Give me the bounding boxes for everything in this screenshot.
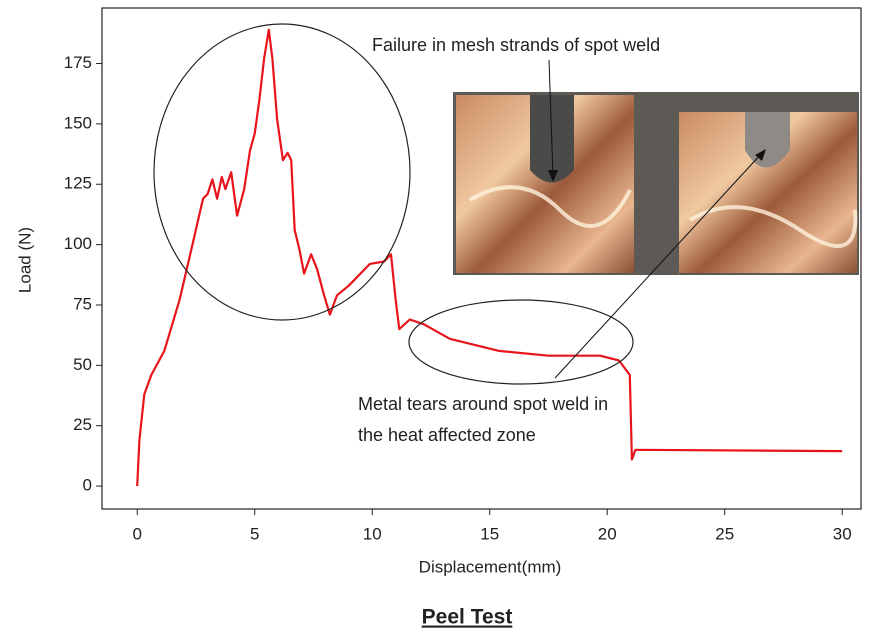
y-tick-label: 150	[64, 113, 92, 132]
x-tick-label: 10	[363, 524, 382, 543]
annotation-ellipse	[154, 24, 410, 320]
y-tick-label: 125	[64, 174, 92, 193]
annotation-ellipse	[409, 300, 633, 384]
photo	[453, 92, 859, 275]
y-tick-label: 100	[64, 234, 92, 253]
y-tick-label: 0	[83, 476, 92, 495]
annotation: the heat affected zone	[358, 425, 536, 445]
x-tick-label: 25	[715, 524, 734, 543]
x-tick-label: 5	[250, 524, 259, 543]
x-tick-label: 30	[833, 524, 852, 543]
x-tick-label: 15	[480, 524, 499, 543]
annotation: Metal tears around spot weld in	[358, 394, 608, 414]
x-tick-label: 20	[598, 524, 617, 543]
annotation: Failure in mesh strands of spot weld	[372, 35, 660, 55]
y-axis-label: Load (N)	[15, 227, 34, 293]
y-tick-label: 175	[64, 53, 92, 72]
y-tick-label: 50	[73, 355, 92, 374]
chart: Failure in mesh strands of spot weld Met…	[0, 0, 878, 637]
y-tick-label: 75	[73, 294, 92, 313]
x-axis-label: Displacement(mm)	[419, 557, 562, 576]
chart-title: Peel Test	[422, 606, 513, 629]
x-tick-label: 0	[133, 524, 142, 543]
y-tick-label: 25	[73, 415, 92, 434]
